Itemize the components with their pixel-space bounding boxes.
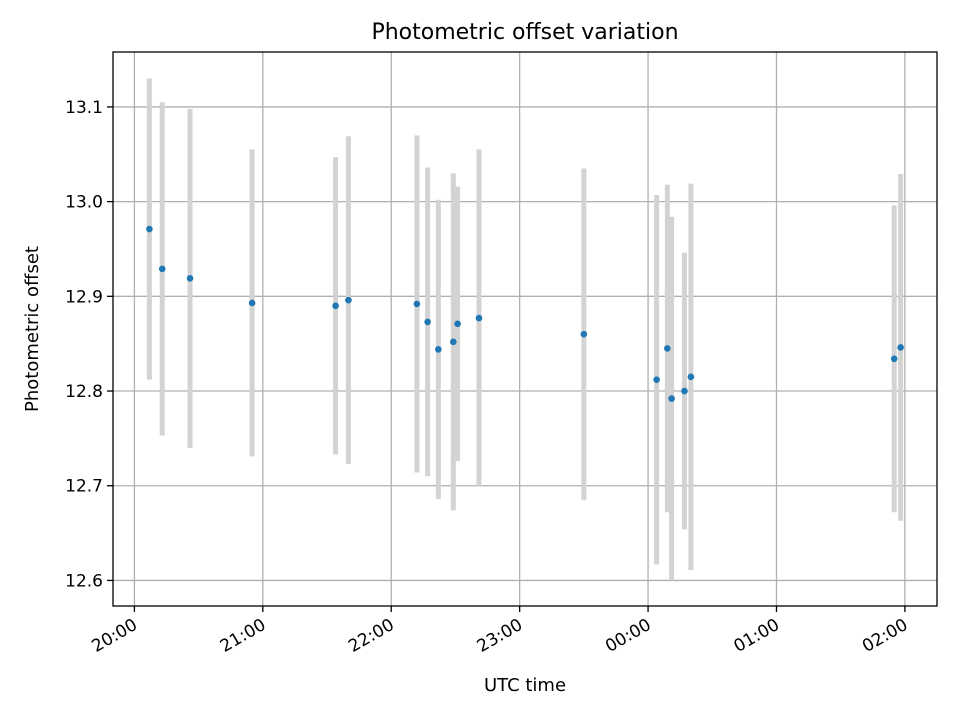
data-point [158, 265, 166, 273]
data-point [450, 338, 457, 346]
x-axis-label: UTC time [484, 675, 566, 696]
data-point [668, 395, 675, 402]
data-point [146, 225, 153, 233]
chart-title: Photometric offset variation [371, 20, 678, 45]
y-tick-label: 13.0 [65, 193, 103, 213]
y-tick-label: 12.7 [65, 477, 103, 497]
y-tick-label: 13.1 [65, 98, 103, 118]
data-point [687, 373, 695, 381]
data-point [681, 387, 688, 395]
data-point [890, 355, 898, 363]
data-point [653, 376, 660, 383]
data-point [454, 320, 461, 328]
y-axis-ticks: 12.6 12.7 12.8 12.9 13.0 13.1 [65, 98, 113, 591]
y-tick-label: 12.6 [65, 571, 103, 591]
y-axis-label: Photometric offset [22, 246, 43, 412]
data-point [413, 300, 421, 308]
plot-frame [112, 51, 938, 607]
data-point [186, 275, 194, 282]
y-tick-label: 12.8 [65, 382, 103, 402]
data-point [435, 346, 442, 353]
data-point [345, 296, 352, 304]
data-points [146, 225, 904, 402]
grid [113, 52, 937, 606]
data-point [248, 299, 256, 307]
data-point [580, 330, 588, 338]
data-point [424, 318, 431, 326]
y-tick-label: 12.9 [65, 287, 103, 307]
data-point [664, 345, 671, 352]
data-point [475, 314, 483, 322]
data-point [897, 344, 904, 351]
data-point [332, 302, 339, 310]
